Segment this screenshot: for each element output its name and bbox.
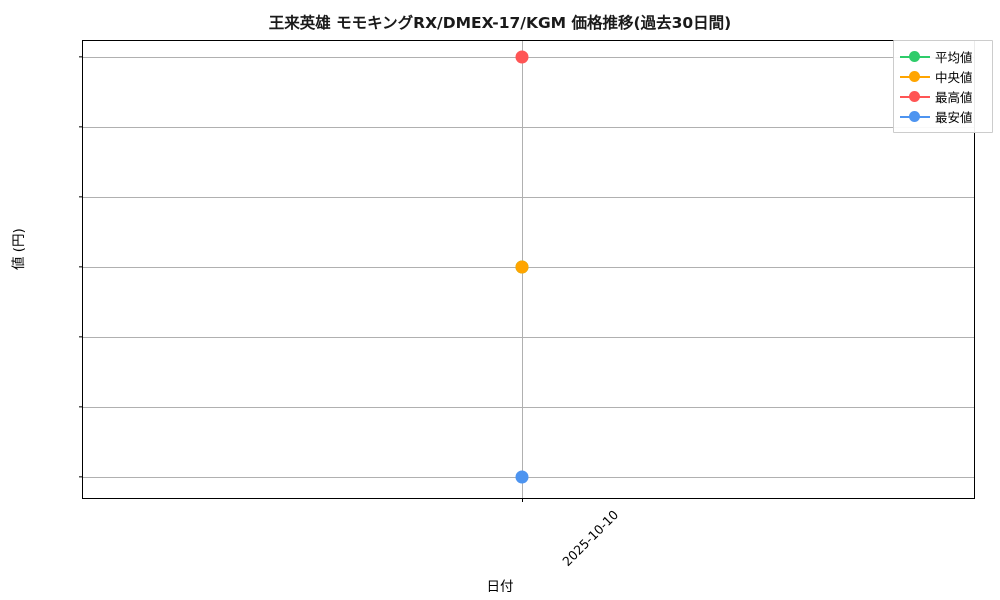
x-tick-mark-2025-10-10 [522, 498, 524, 502]
legend-marker-min [900, 110, 930, 123]
legend-marker-median [900, 70, 930, 83]
x-tick-label-2025-10-10: 2025-10-10 [559, 507, 622, 569]
gridline-y-500 [83, 477, 974, 478]
y-tick-mark-500 [79, 476, 83, 478]
plot-area [79, 40, 975, 502]
legend-label-median: 中央値 [935, 69, 973, 85]
gridline-y-700 [83, 197, 974, 198]
legend-marker-max [900, 90, 930, 103]
chart-legend: 平均値 中央値 最高値 最安値 [893, 40, 993, 133]
legend-label-mean: 平均値 [935, 49, 973, 65]
data-point-median[interactable] [515, 260, 529, 274]
y-tick-mark-550 [79, 406, 83, 408]
data-point-min[interactable] [515, 470, 529, 484]
legend-item-median[interactable]: 中央値 [900, 66, 986, 86]
legend-label-max: 最高値 [935, 89, 973, 105]
gridline-y-550 [83, 407, 974, 408]
legend-item-mean[interactable]: 平均値 [900, 46, 986, 66]
y-tick-mark-800 [79, 56, 83, 58]
gridline-y-600 [83, 337, 974, 338]
y-tick-mark-650 [79, 266, 83, 268]
x-axis-label: 日付 [486, 579, 514, 595]
gridline-y-650 [83, 267, 974, 268]
gridline-y-800 [83, 57, 974, 58]
y-tick-mark-750 [79, 126, 83, 128]
y-tick-mark-700 [79, 196, 83, 198]
y-tick-mark-600 [79, 336, 83, 338]
legend-marker-mean [900, 50, 930, 63]
legend-label-min: 最安値 [935, 109, 973, 125]
data-point-max[interactable] [515, 50, 529, 64]
y-axis-label: 値 (円) [11, 228, 27, 270]
legend-item-min[interactable]: 最安値 [900, 106, 986, 126]
gridline-y-750 [83, 127, 974, 128]
chart-title: 王来英雄 モモキングRX/DMEX-17/KGM 価格推移(過去30日間) [268, 14, 732, 32]
legend-item-max[interactable]: 最高値 [900, 86, 986, 106]
